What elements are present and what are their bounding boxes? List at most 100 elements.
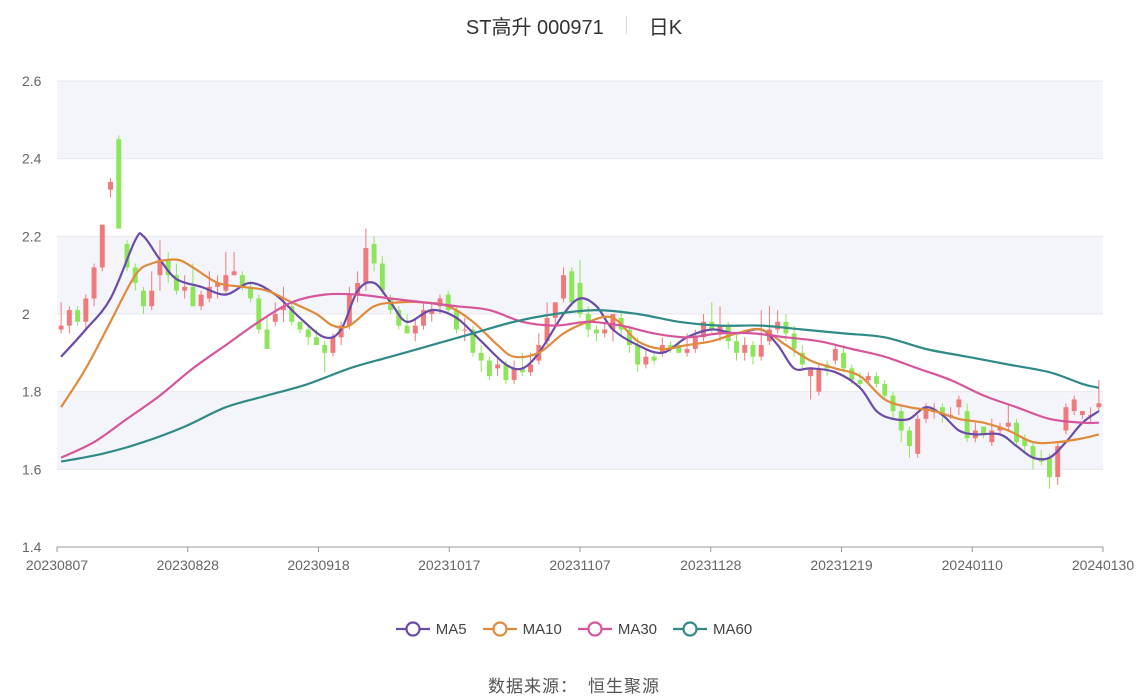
candle-body: [528, 364, 534, 373]
candle-body: [775, 321, 781, 330]
candle-body: [256, 298, 262, 330]
candle-body: [701, 321, 707, 338]
legend-item-ma30[interactable]: MA30: [577, 620, 657, 638]
data-source: 数据来源： 恒生聚源: [0, 672, 1148, 697]
x-tick-label: 20231128: [680, 557, 741, 573]
candle-body: [552, 302, 558, 318]
y-tick-label: 2.4: [22, 151, 42, 167]
candle-body: [750, 345, 756, 357]
candle-body: [503, 364, 509, 381]
candle-body: [635, 345, 641, 365]
candle-body: [322, 345, 328, 353]
candle-body: [684, 348, 690, 353]
header-divider: [625, 16, 627, 34]
legend-marker-icon: [395, 621, 430, 637]
grid-band: [57, 391, 1103, 470]
candle-body: [668, 345, 674, 349]
x-tick-label: 20230828: [157, 557, 220, 573]
candlestick-chart: 1.4 1.6 1.8 2 2.2 2.4 2.6 20230807 20230828 20230…: [22, 73, 1134, 573]
candle-body: [165, 259, 171, 276]
legend-item-ma10[interactable]: MA10: [482, 620, 562, 638]
candle-body: [1014, 422, 1019, 443]
legend-marker-icon: [577, 621, 612, 637]
x-tick-label: 20231219: [810, 557, 873, 573]
candle-body: [610, 314, 616, 330]
candle-body: [832, 348, 838, 361]
candle-body: [594, 329, 599, 334]
candle-body: [198, 294, 204, 307]
candle-body: [808, 368, 814, 377]
candle-body: [470, 329, 476, 353]
candle-body: [651, 356, 657, 361]
candle-body: [923, 407, 929, 419]
ma5-line: [60, 232, 1100, 461]
candle-body: [561, 275, 566, 299]
candle-body: [264, 329, 270, 349]
candle-body: [511, 368, 517, 381]
candle-body: [297, 321, 303, 330]
legend-item-ma60[interactable]: MA60: [673, 620, 752, 638]
candle-body: [486, 360, 492, 377]
candle-body: [305, 329, 311, 338]
candle-body: [758, 345, 764, 357]
candle-body: [849, 368, 855, 381]
candle-body: [379, 263, 385, 291]
candle-body: [915, 418, 921, 454]
data-source-label: 数据来源：: [488, 677, 578, 696]
candle-body: [1079, 411, 1085, 415]
x-tick-label: 20230918: [287, 557, 350, 573]
candle-body: [791, 333, 797, 349]
candle-body: [964, 411, 970, 439]
candle-body: [313, 337, 319, 346]
candle-body: [239, 275, 245, 287]
chart-header: ST高升 000971 日K: [0, 10, 1148, 40]
candle-body: [412, 325, 418, 334]
ma60-line: [60, 309, 1100, 463]
candle-body: [1071, 399, 1077, 412]
data-source-name: 恒生聚源: [588, 677, 660, 696]
candle-body: [841, 352, 847, 369]
candle-body: [190, 286, 196, 307]
candle-body: [939, 407, 945, 415]
candle-body: [874, 376, 879, 384]
y-tick-label: 1.4: [22, 539, 42, 555]
ma30-line: [60, 292, 1099, 459]
candle-body: [956, 399, 962, 408]
candle-body: [734, 341, 739, 353]
x-tick-label: 20230807: [26, 557, 89, 573]
y-tick-label: 2: [22, 306, 30, 322]
candle-body: [157, 259, 163, 276]
candle-body: [396, 310, 402, 326]
candle-body: [281, 306, 286, 311]
y-tick-label: 2.6: [22, 73, 42, 89]
candle-body: [141, 290, 146, 307]
candle-body: [248, 286, 254, 299]
candle-body: [338, 325, 344, 338]
candle-body: [453, 310, 459, 330]
chart-legend: MA5 MA10 MA30 MA60: [0, 620, 1148, 638]
candle-body: [882, 383, 888, 396]
candle-body: [981, 426, 987, 435]
candle-body: [602, 329, 608, 334]
legend-label: MA60: [713, 620, 753, 638]
y-tick-label: 1.8: [22, 384, 42, 400]
legend-label: MA5: [435, 620, 467, 638]
candle-body: [1096, 403, 1102, 408]
legend-marker-icon: [482, 621, 517, 637]
candle-body: [108, 181, 114, 190]
legend-item-ma5[interactable]: MA5: [395, 620, 467, 638]
x-tick-label: 20231107: [549, 557, 610, 573]
candle-body: [91, 267, 97, 299]
candle-body: [1030, 446, 1036, 458]
candle-body: [289, 306, 295, 322]
candle-body: [799, 352, 805, 365]
y-tick-label: 2.2: [22, 228, 42, 244]
candle-body: [742, 345, 748, 353]
candle-body: [272, 314, 278, 322]
candle-body: [569, 271, 575, 303]
candle-body: [330, 337, 336, 353]
candle-body: [906, 430, 912, 447]
candle-body: [478, 352, 484, 361]
candle-body: [206, 286, 212, 299]
candle-body: [124, 244, 130, 268]
